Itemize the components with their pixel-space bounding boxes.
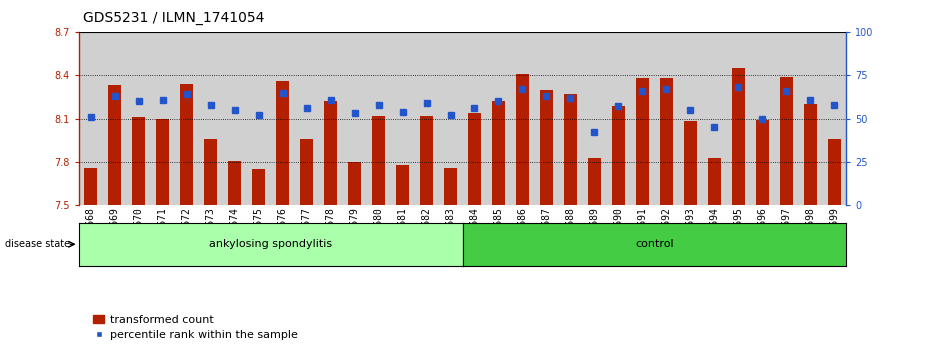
Bar [492, 101, 505, 205]
Text: ankylosing spondylitis: ankylosing spondylitis [209, 239, 332, 249]
Bar [660, 78, 673, 205]
Bar [151, 32, 175, 205]
Bar [156, 119, 169, 205]
Bar [438, 32, 462, 205]
Bar [247, 32, 270, 205]
Bar [588, 158, 601, 205]
Bar [635, 78, 649, 205]
Text: GDS5231 / ILMN_1741054: GDS5231 / ILMN_1741054 [83, 11, 265, 25]
Bar [732, 68, 745, 205]
Bar [324, 101, 337, 205]
Bar [462, 32, 487, 205]
Bar [318, 32, 342, 205]
Bar [103, 32, 127, 205]
Bar [828, 139, 841, 205]
Bar [390, 32, 414, 205]
Bar [511, 32, 535, 205]
Text: disease state: disease state [5, 239, 69, 249]
Bar [804, 104, 817, 205]
Bar [708, 158, 721, 205]
Bar [798, 32, 822, 205]
Bar [684, 121, 697, 205]
Bar [348, 162, 361, 205]
Bar [252, 169, 265, 205]
Bar [468, 113, 481, 205]
Bar [607, 32, 631, 205]
Bar [270, 32, 294, 205]
Bar [540, 90, 553, 205]
Bar [228, 160, 241, 205]
Text: control: control [635, 239, 673, 249]
Bar [702, 32, 726, 205]
Bar [654, 32, 678, 205]
Bar [180, 84, 193, 205]
Bar [726, 32, 750, 205]
Bar [84, 168, 97, 205]
Bar [175, 32, 199, 205]
Bar [79, 32, 103, 205]
Bar [276, 81, 290, 205]
Bar [342, 32, 366, 205]
Bar [223, 32, 247, 205]
Bar [372, 116, 385, 205]
Bar [366, 32, 390, 205]
Bar [750, 32, 774, 205]
Bar [294, 32, 318, 205]
Bar [564, 94, 577, 205]
Bar [199, 32, 223, 205]
Bar [780, 77, 793, 205]
Legend: transformed count, percentile rank within the sample: transformed count, percentile rank withi… [89, 310, 302, 345]
Bar [300, 139, 314, 205]
Bar [678, 32, 702, 205]
Bar [516, 74, 529, 205]
Bar [127, 32, 151, 205]
Bar [535, 32, 559, 205]
Bar [414, 32, 438, 205]
Bar [420, 116, 433, 205]
Bar [444, 168, 457, 205]
Bar [631, 32, 654, 205]
Bar [611, 105, 625, 205]
Bar [132, 117, 145, 205]
Bar [559, 32, 583, 205]
Bar [756, 120, 769, 205]
Bar [396, 165, 409, 205]
Bar [204, 139, 217, 205]
Bar [822, 32, 846, 205]
Bar [774, 32, 798, 205]
Bar [583, 32, 607, 205]
Bar [487, 32, 511, 205]
Bar [108, 85, 121, 205]
